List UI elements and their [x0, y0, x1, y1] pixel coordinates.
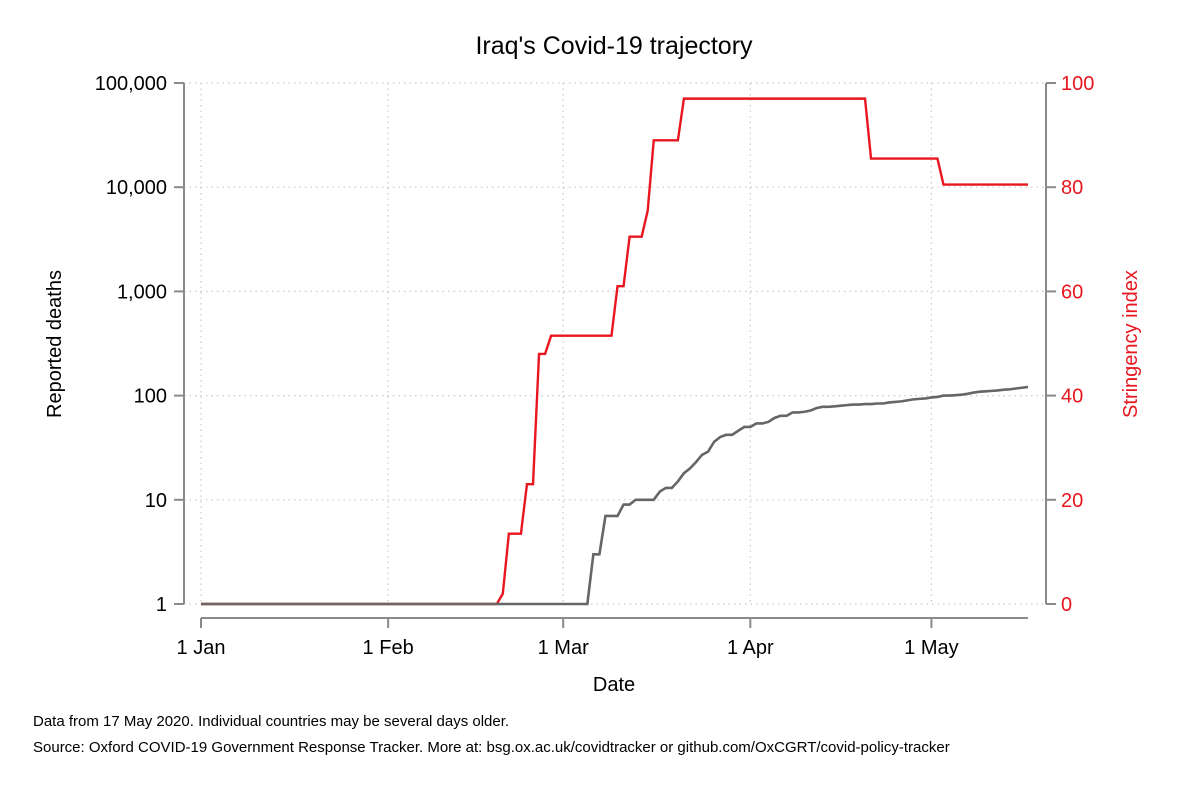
- x-tick-label-2: 1 Mar: [538, 637, 589, 659]
- left-tick-label-0: 1: [156, 594, 167, 616]
- right-tick-label-4: 80: [1061, 177, 1083, 199]
- left-tick-label-5: 100,000: [95, 73, 167, 95]
- right-tick-label-2: 40: [1061, 386, 1083, 408]
- right-tick-label-5: 100: [1061, 73, 1094, 95]
- right-tick-label-0: 0: [1061, 594, 1072, 616]
- left-tick-label-4: 10,000: [106, 177, 167, 199]
- x-tick-label-0: 1 Jan: [177, 637, 226, 659]
- x-tick-label-4: 1 May: [904, 637, 958, 659]
- grid-layer: [184, 82, 1046, 605]
- axis-layer: [174, 82, 1056, 628]
- right-tick-label-3: 60: [1061, 281, 1083, 303]
- stringency-line: [201, 97, 1028, 606]
- chart-title: Iraq's Covid-19 trajectory: [475, 32, 753, 60]
- left-tick-label-3: 1,000: [117, 281, 167, 303]
- left-axis-label: Reported deaths: [44, 270, 66, 418]
- label-layer: 1 10 100 1,000 10,000 100,000 1 Jan 1 Feb 1 Mar 1…: [95, 73, 1095, 659]
- deaths-line: [201, 385, 1029, 606]
- right-tick-label-1: 20: [1061, 490, 1083, 512]
- series-layer: [201, 97, 1029, 606]
- left-tick-label-1: 10: [145, 490, 167, 512]
- x-axis-label: Date: [593, 674, 635, 696]
- x-tick-label-3: 1 Apr: [727, 637, 774, 659]
- right-axis-label: Stringency index: [1120, 270, 1142, 418]
- x-tick-label-1: 1 Feb: [363, 637, 414, 659]
- footnote-line-2: Source: Oxford COVID-19 Government Respo…: [33, 739, 950, 756]
- footnote-line-1: Data from 17 May 2020. Individual countr…: [33, 713, 509, 730]
- left-tick-label-2: 100: [134, 386, 167, 408]
